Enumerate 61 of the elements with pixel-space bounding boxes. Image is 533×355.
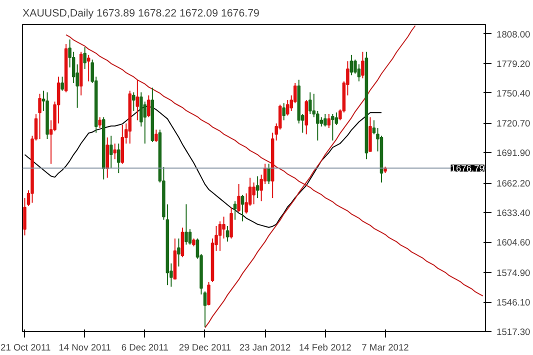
candlestick — [132, 92, 136, 112]
candlestick — [184, 204, 188, 246]
candlestick — [60, 76, 64, 92]
candlestick — [357, 64, 361, 82]
candlestick — [113, 143, 116, 160]
candlestick — [267, 163, 270, 185]
candlestick — [226, 226, 230, 242]
candlestick — [147, 94, 150, 118]
candlestick — [240, 194, 244, 222]
candlestick — [324, 114, 327, 127]
candlestick — [177, 238, 180, 267]
y-tick-label: 1574.90 — [496, 268, 530, 278]
candlestick — [230, 206, 233, 240]
y-tick-label: 1517.30 — [496, 327, 530, 337]
candlestick — [106, 136, 109, 178]
candlestick — [136, 79, 140, 121]
y-tick-label: 1720.70 — [496, 118, 530, 129]
x-tick-label: 14 Feb 2012 — [298, 342, 352, 352]
x-tick-label: 14 Nov 2011 — [58, 342, 111, 352]
candlestick — [327, 114, 331, 129]
candlestick — [207, 282, 210, 306]
candlestick — [233, 200, 237, 220]
candlestick — [320, 116, 324, 127]
candlestick — [361, 51, 364, 79]
candlestick — [256, 176, 260, 199]
ref-line-label: 1676.79 — [450, 164, 485, 174]
candlestick — [222, 216, 226, 240]
candlestick — [83, 46, 86, 70]
x-tick-label: 21 Oct 2011 — [0, 342, 51, 352]
candlestick — [304, 100, 308, 135]
candlestick — [154, 129, 158, 143]
candlestick — [331, 114, 334, 142]
x-tick-label: 23 Jan 2012 — [239, 342, 291, 352]
candlestick — [203, 290, 207, 328]
y-tick-label: 1691.90 — [496, 148, 530, 158]
candlestick — [98, 116, 102, 129]
y-tick-label: 1633.40 — [496, 208, 530, 218]
y-tick-label: 1604.60 — [496, 238, 530, 248]
x-tick-label: 29 Dec 2011 — [178, 342, 232, 352]
chart-title: XAUUSD,Daily 1673.89 1678.22 1672.09 1676.79 — [22, 8, 260, 20]
candlestick — [86, 54, 90, 82]
candlestick — [117, 143, 120, 174]
candlestick — [252, 182, 256, 205]
candlestick — [237, 184, 240, 212]
candlestick — [308, 92, 312, 114]
y-tick-label: 1779.20 — [496, 58, 530, 69]
candlestick — [282, 102, 286, 121]
candlestick — [350, 54, 354, 76]
y-tick-label: 1546.10 — [496, 298, 530, 308]
candlestick — [38, 93, 42, 140]
candlestick — [109, 135, 113, 169]
candlestick — [188, 228, 192, 246]
y-tick-label: 1750.40 — [496, 88, 530, 98]
y-tick-label: 1662.20 — [496, 178, 530, 189]
candlestick — [286, 100, 290, 116]
candlestick — [334, 112, 338, 126]
y-tick-label: 1808.00 — [496, 29, 530, 40]
x-tick-label: 7 Mar 2012 — [362, 342, 409, 352]
candlestick — [180, 227, 184, 258]
candlestick — [218, 220, 222, 252]
x-tick-label: 6 Dec 2011 — [121, 342, 168, 352]
